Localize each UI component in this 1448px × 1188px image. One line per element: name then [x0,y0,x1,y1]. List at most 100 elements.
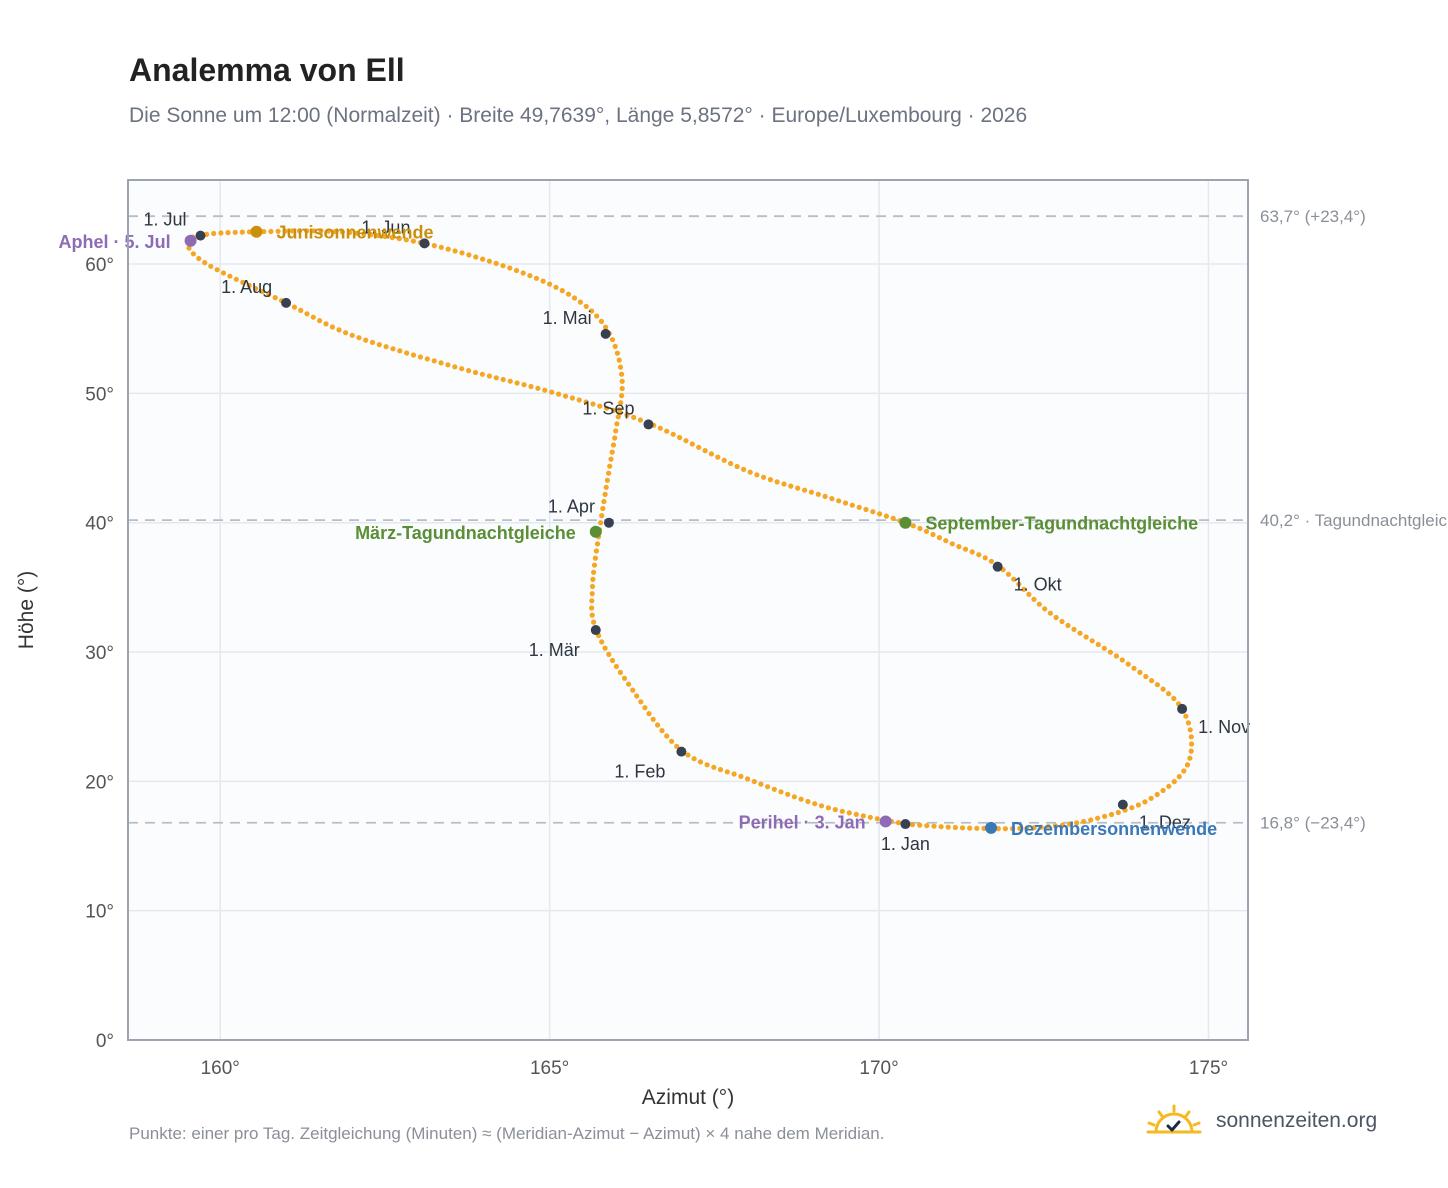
day-point [604,405,610,411]
day-point [1026,591,1032,598]
day-point [917,822,923,828]
day-point [590,576,596,583]
reference-line-label: 16,8° (−23,4°) [1260,814,1366,833]
day-point [1160,787,1166,794]
day-point [594,541,601,547]
brand[interactable]: sonnenzeiten.org [1146,1104,1377,1138]
special-marker [184,234,197,247]
day-point [325,228,331,234]
day-point [614,421,620,427]
day-point [724,769,730,775]
day-point [867,814,873,820]
day-point [354,230,360,236]
day-point [289,228,295,234]
special-label: März-Tagundnachtgleiche [355,523,576,543]
day-point [589,605,595,611]
day-point [493,260,499,266]
day-point [452,248,458,254]
day-point [988,558,995,564]
day-point [296,228,303,234]
month-label: 1. Sep [582,398,634,418]
day-point [1119,657,1125,663]
day-point [923,528,930,535]
day-point [452,364,458,370]
day-point [1149,678,1155,684]
day-point [765,784,771,790]
x-tick-label: 160° [201,1058,240,1079]
day-point [272,295,278,301]
chart-title: Analemma von Ell [129,52,405,88]
day-point [1154,682,1160,688]
day-point [890,515,896,522]
day-point [1185,720,1191,726]
day-point [617,364,624,370]
day-point [822,493,828,499]
day-point [553,284,559,290]
day-point [317,318,323,324]
day-point [598,318,605,324]
x-axis-label: Azimut (°) [642,1086,734,1109]
day-point [1077,630,1083,636]
day-point [493,375,499,381]
day-point [232,229,238,235]
day-point [689,441,695,447]
day-point [227,273,233,279]
day-point [1021,586,1027,592]
day-point [500,263,506,269]
day-point [616,357,622,363]
day-point [196,255,202,262]
day-point [1107,649,1113,655]
day-point [459,366,465,372]
day-point [445,246,451,252]
day-point [895,820,902,826]
day-point [1002,826,1009,832]
day-point [825,805,832,811]
day-point [410,238,416,244]
y-tick-label: 40° [85,514,114,535]
analemma-curve [184,228,1195,832]
day-point [697,759,704,765]
day-point [607,463,613,469]
day-point [1016,581,1022,587]
day-point [621,675,628,681]
day-point [778,789,784,795]
day-point [634,693,640,699]
day-point [818,803,825,809]
day-point [617,669,624,676]
day-point [856,504,862,510]
y-tick-label: 20° [85,772,114,793]
plot-frame [127,179,1249,1041]
day-point [767,477,774,483]
day-point [618,400,624,406]
day-point [1188,734,1194,740]
month-marker [643,419,654,430]
day-point [1188,748,1194,754]
day-point [375,232,381,239]
day-point [417,354,423,360]
day-point [602,491,608,497]
day-point [659,728,665,734]
day-point [874,816,880,822]
day-point [240,279,246,285]
plot-area [128,180,1248,1040]
y-tick-label: 30° [85,643,114,664]
day-point [842,500,849,506]
day-point [1067,821,1073,827]
day-point [507,378,513,384]
day-point [815,491,821,497]
month-label: 1. Jan [881,834,930,854]
day-point [594,313,600,319]
month-marker [603,517,614,528]
day-point [266,291,272,298]
day-point [318,228,324,234]
day-point [945,824,951,830]
month-label: 1. Nov [1198,717,1250,737]
special-label: September-Tagundnachtgleiche [925,514,1198,534]
day-point [577,299,584,305]
day-point [1181,768,1187,774]
day-point [938,824,944,830]
day-point [670,431,676,437]
day-point [1189,741,1195,747]
special-marker [899,516,912,529]
day-point [591,569,597,575]
